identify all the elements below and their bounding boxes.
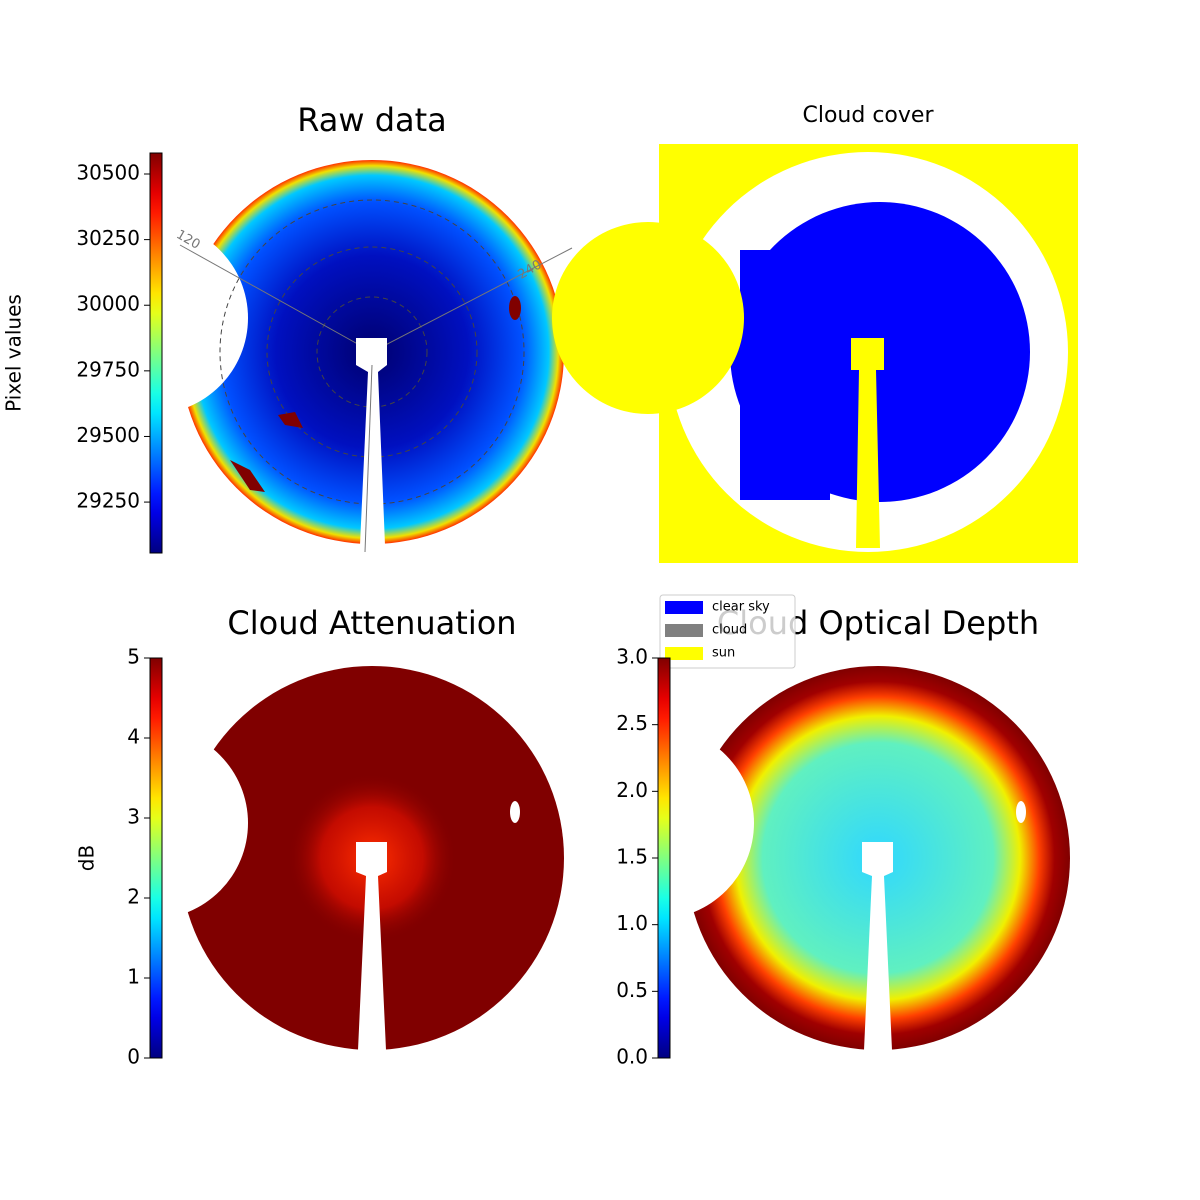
tick-label: 1.0 [616, 911, 648, 935]
colorbar-label: Pixel values [2, 294, 26, 412]
tick-label: 2 [127, 885, 140, 909]
raw-image [56, 160, 573, 553]
optical-depth-image [562, 666, 1070, 1050]
tick-label: 30500 [76, 160, 140, 184]
legend-label: clear sky [712, 600, 770, 615]
cloud-cover-image [552, 144, 1078, 563]
tick-label: 1.5 [616, 845, 648, 869]
attenuation-image [56, 666, 564, 1050]
colorbar [657, 657, 671, 1059]
tick-label: 1 [127, 965, 140, 989]
colorbar [149, 657, 163, 1059]
panel-title: Cloud cover [803, 103, 935, 128]
tick-label: 30250 [76, 226, 140, 250]
tick-label: 2.5 [616, 711, 648, 735]
tick-label: 29250 [76, 489, 140, 513]
tick-label: 29500 [76, 423, 140, 447]
tick-label: 4 [127, 725, 140, 749]
tick-label: 29750 [76, 357, 140, 381]
legend-swatch [665, 624, 703, 637]
legend-label: cloud [712, 623, 747, 638]
colorbar-label: dB [75, 845, 99, 871]
tick-label: 2.0 [616, 778, 648, 802]
tick-label: 3 [127, 805, 140, 829]
panel-title: Raw data [297, 101, 447, 139]
legend-swatch [665, 601, 703, 614]
tick-label: 30000 [76, 292, 140, 316]
tick-label: 0 [127, 1045, 140, 1069]
tick-label: 3.0 [616, 645, 648, 669]
colorbar [149, 152, 163, 554]
tick-label: 5 [127, 645, 140, 669]
panel-title: Cloud Attenuation [227, 604, 516, 642]
tick-label: 0.0 [616, 1045, 648, 1069]
legend-label: sun [712, 646, 735, 661]
tick-label: 0.5 [616, 978, 648, 1002]
legend-swatch [665, 647, 703, 660]
